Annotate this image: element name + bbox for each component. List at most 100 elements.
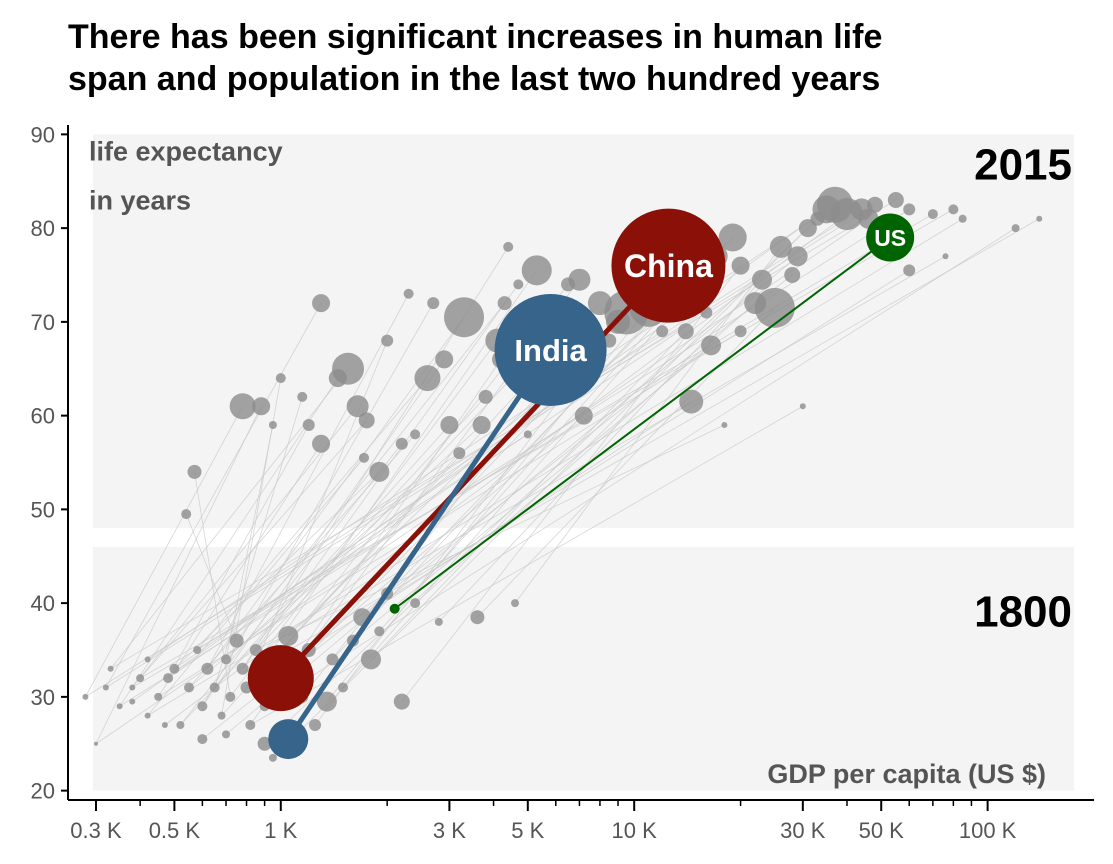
country-bubble-2015	[521, 255, 552, 286]
country-bubble-2015	[444, 297, 485, 338]
country-bubble-1800	[161, 722, 168, 728]
connector-line	[255, 377, 512, 651]
country-bubble-2015	[677, 323, 694, 340]
chart-title: There has been significant increases in …	[68, 16, 1088, 100]
y-tick-label: 90	[31, 122, 55, 147]
connector-line	[214, 424, 450, 688]
country-bubble-2015	[453, 447, 466, 460]
x-axis-label: GDP per capita (US $)	[767, 759, 1046, 789]
country-bubble-1800	[222, 730, 231, 739]
y-axis-label-line-2: in years	[89, 185, 191, 215]
country-bubble-1800	[176, 721, 185, 729]
y-tick-label: 30	[31, 685, 55, 710]
country-bubble-1800	[197, 734, 208, 745]
country-bubble-2015	[312, 294, 331, 313]
highlighted-countries: China India US	[247, 208, 915, 760]
country-bubble-1800	[338, 682, 349, 693]
y-tick-label: 20	[31, 779, 55, 804]
country-bubble-2015	[927, 209, 938, 220]
x-tick-label: 1 K	[264, 818, 297, 843]
country-bubble-1800	[116, 703, 123, 710]
india-trajectory-line	[286, 348, 553, 741]
x-tick-label: 30 K	[780, 818, 826, 843]
axes: 20 30 40 50 60 70 80 90 0.3 K 0.5 K 1 K 3 K 5 K 10 K 3…	[31, 122, 1094, 843]
country-bubble-2015	[252, 397, 271, 416]
country-bubble-2015	[903, 264, 916, 277]
india-bubble-2015	[494, 294, 607, 406]
x-tick-label: 0.5 K	[149, 818, 201, 843]
connector-line	[132, 213, 934, 688]
connector-line	[119, 377, 339, 707]
country-bubble-1800	[316, 691, 337, 712]
country-bubble-2015	[799, 403, 806, 410]
country-bubble-1800	[201, 662, 214, 675]
country-bubble-2015	[328, 369, 347, 388]
us-bubble-1800	[389, 603, 400, 614]
connector-line	[147, 457, 365, 716]
country-bubble-1800	[144, 712, 151, 719]
connector-line	[514, 246, 782, 604]
x-tick-label: 3 K	[433, 818, 466, 843]
panel-backgrounds	[93, 134, 1074, 791]
panel-year-2015: 2015	[974, 140, 1072, 189]
us-trajectory-line	[394, 236, 891, 610]
country-bubble-1800	[102, 684, 109, 691]
country-bubble-1800	[236, 662, 249, 675]
country-bubble-1800	[136, 674, 145, 683]
x-tick-label: 50 K	[859, 818, 905, 843]
country-bubble-1800	[470, 610, 485, 625]
connector-line	[157, 443, 322, 698]
country-bubble-2015	[297, 391, 308, 402]
country-bubble-2015	[656, 325, 669, 338]
country-bubble-2015	[948, 204, 959, 215]
country-bubble-2015	[718, 223, 747, 252]
us-bubble-2015	[866, 213, 915, 262]
connector-line	[95, 406, 262, 744]
country-bubble-2015	[187, 464, 202, 479]
country-bubble-2015	[440, 416, 459, 434]
connector-line	[85, 209, 862, 698]
country-bubble-1800	[163, 673, 174, 684]
panel-year-1800: 1800	[974, 588, 1072, 637]
x-tick-label: 100 K	[959, 818, 1017, 843]
country-bubble-2015	[268, 421, 277, 429]
country-bubble-1800	[154, 692, 163, 701]
connector-line	[260, 269, 910, 679]
country-bubble-2015	[679, 389, 704, 414]
country-bubble-1800	[193, 646, 202, 654]
country-bubble-2015	[523, 430, 532, 439]
country-bubble-2015	[887, 192, 904, 208]
country-bubble-1800	[249, 644, 262, 656]
y-tick-label: 50	[31, 497, 55, 522]
connector-line	[225, 255, 798, 735]
country-bubble-1800	[360, 649, 381, 670]
country-bubble-2015	[369, 461, 390, 482]
country-bubble-2015	[181, 509, 192, 520]
connector-line	[272, 218, 818, 759]
country-bubble-1800	[197, 701, 208, 712]
country-bubble-1800	[268, 753, 277, 762]
connector-line	[188, 387, 557, 688]
connector-line	[225, 424, 482, 660]
country-bubble-1800	[144, 656, 151, 663]
country-bubble-2015	[701, 335, 722, 356]
country-bubble-1800	[225, 691, 236, 702]
connector-line	[131, 405, 358, 688]
country-bubble-1800	[393, 693, 410, 710]
connector-line	[167, 424, 310, 679]
country-bubble-2015	[403, 288, 414, 299]
country-bubble-2015	[721, 422, 728, 428]
connector-line	[342, 284, 697, 688]
country-bubble-2015	[1036, 215, 1043, 222]
country-bubble-1800	[410, 598, 421, 609]
connector-line	[264, 227, 1016, 707]
country-bubble-1800	[129, 684, 136, 691]
country-bubble-2015	[513, 279, 524, 290]
country-bubble-2015	[435, 350, 454, 369]
country-bubble-2015	[734, 325, 747, 338]
country-bubble-2015	[497, 296, 512, 311]
connector-line	[272, 218, 1040, 660]
country-bubble-2015	[574, 406, 593, 425]
connector-line	[264, 227, 809, 745]
